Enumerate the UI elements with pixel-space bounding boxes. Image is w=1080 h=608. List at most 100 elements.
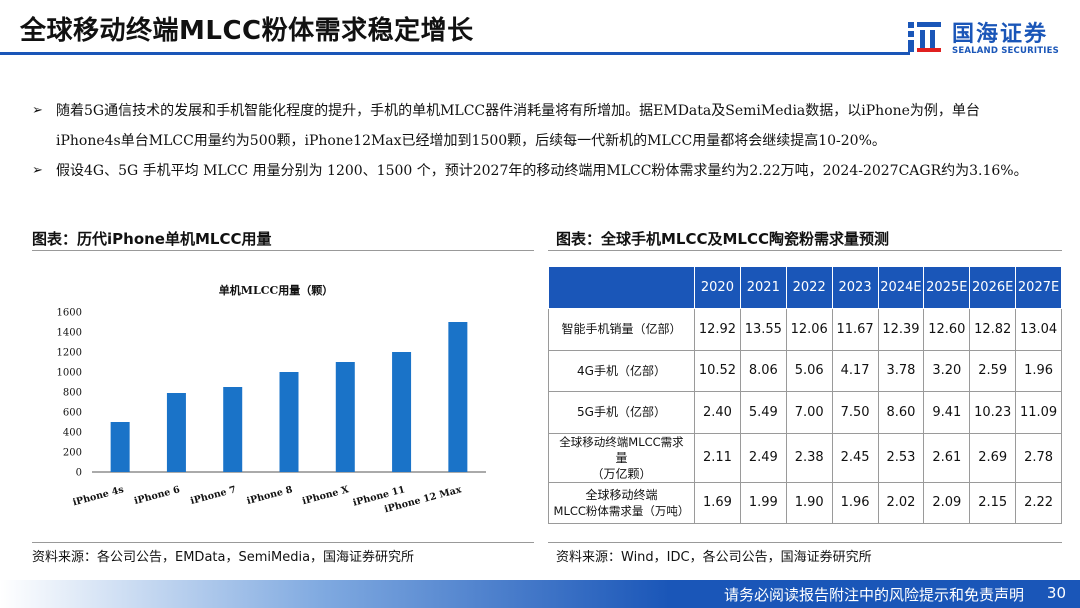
y-tick-label: 600 — [63, 408, 82, 419]
table-row: 5G手机（亿部） 2.40 5.49 7.00 7.50 8.60 9.41 1… — [548, 391, 1062, 434]
forecast-table: 2020 2021 2022 2023 2024E 2025E 2026E 20… — [548, 266, 1062, 524]
table-cell: 2.15 — [969, 481, 1017, 524]
table-cell: 5.06 — [785, 349, 833, 392]
row-label-cell: 全球移动终端MLCC需求 量 （万亿颗） — [548, 432, 695, 483]
table-header-cell: 2023 — [831, 266, 879, 309]
bar — [335, 362, 355, 472]
table-cell: 12.82 — [969, 308, 1017, 351]
page-number: 30 — [1046, 584, 1066, 602]
left-source-note: 资料来源：各公司公告，EMData，SemiMedia，国海证券研究所 — [32, 550, 415, 565]
x-tick-label: iPhone 7 — [189, 484, 237, 507]
table-header-cell: 2021 — [739, 266, 787, 309]
table-cell: 13.55 — [739, 308, 787, 351]
table-cell: 10.23 — [969, 391, 1017, 434]
table-cell: 2.61 — [923, 432, 971, 483]
table-cell: 12.92 — [694, 308, 741, 351]
table-cell: 3.78 — [877, 349, 925, 392]
y-tick-label: 1600 — [57, 308, 82, 319]
row-label-line: 全球移动终端 — [585, 487, 658, 502]
table-cell: 12.60 — [923, 308, 971, 351]
table-cell: 2.38 — [785, 432, 833, 483]
logo-english-name: SEALAND SECURITIES — [952, 46, 1059, 56]
arrow-right-icon: ➢ — [32, 163, 43, 178]
table-cell: 13.04 — [1015, 308, 1062, 351]
y-tick-label: 200 — [63, 448, 82, 459]
bullet-list: ➢ 随着5G通信技术的发展和手机智能化程度的提升，手机的单机MLCC器件消耗量将… — [32, 96, 1062, 186]
table-row: 全球移动终端 MLCC粉体需求量（万吨） 1.69 1.99 1.90 1.96… — [548, 481, 1062, 524]
table-cell: 11.09 — [1015, 391, 1062, 434]
table-cell: 4.17 — [831, 349, 879, 392]
table-cell: 2.02 — [877, 481, 925, 524]
table-cell: 2.11 — [694, 432, 741, 483]
table-cell: 1.96 — [831, 481, 879, 524]
bar-chart-svg: 单机MLCC用量（颗） 0 200 400 600 800 1000 1200 1400 160… — [57, 283, 486, 515]
logo-chinese-name: 国海证券 — [952, 22, 1049, 47]
row-label-line: 5G手机（亿部） — [577, 405, 666, 420]
bullet-text-line: 假设4G、5G 手机平均 MLCC 用量分别为 1200、1500 个，预计20… — [56, 163, 1028, 179]
row-label-cell: 5G手机（亿部） — [548, 391, 695, 434]
y-tick-label: 400 — [63, 428, 82, 439]
footer-bar: 请务必阅读报告附注中的风险提示和免责声明 30 — [0, 580, 1080, 608]
company-logo: 国海证券 SEALAND SECURITIES — [906, 14, 1066, 64]
y-tick-label: 1200 — [57, 348, 82, 359]
y-tick-label: 0 — [76, 468, 82, 479]
table-row: 全球移动终端MLCC需求 量 （万亿颗） 2.11 2.49 2.38 2.45… — [548, 432, 1062, 483]
x-tick-label: iPhone 4s — [72, 484, 125, 508]
table-cell: 9.41 — [923, 391, 971, 434]
table-cell: 11.67 — [831, 308, 879, 351]
row-label-line: MLCC粉体需求量（万吨） — [553, 503, 690, 518]
table-cell: 7.00 — [785, 391, 833, 434]
table-cell: 1.69 — [694, 481, 741, 524]
table-header-cell: 2027E — [1015, 266, 1062, 309]
bar — [279, 372, 299, 472]
row-label-cell: 全球移动终端 MLCC粉体需求量（万吨） — [548, 481, 695, 524]
table-cell: 8.60 — [877, 391, 925, 434]
table-cell: 1.99 — [739, 481, 787, 524]
table-cell: 2.40 — [694, 391, 741, 434]
table-cell: 1.96 — [1015, 349, 1062, 392]
bar — [110, 422, 130, 472]
right-panel-divider — [548, 250, 1062, 251]
y-tick-label: 1400 — [57, 328, 82, 339]
left-panel-divider — [32, 250, 534, 251]
x-tick-label: iPhone 8 — [246, 484, 294, 507]
table-cell: 8.06 — [739, 349, 787, 392]
right-source-divider — [548, 542, 1062, 543]
table-header-cell: 2024E — [877, 266, 925, 309]
table-cell: 2.09 — [923, 481, 971, 524]
table-cell: 2.53 — [877, 432, 925, 483]
row-label-line: 量 — [615, 450, 628, 465]
bullet-text-line: iPhone4s单台MLCC用量约为500颗，iPhone12Max已经增加到1… — [56, 133, 886, 149]
table-cell: 12.39 — [877, 308, 925, 351]
row-label-line: 智能手机销量（亿部） — [561, 322, 682, 337]
x-tick-label: iPhone 6 — [133, 484, 181, 507]
table-cell: 7.50 — [831, 391, 879, 434]
table-row: 4G手机（亿部） 10.52 8.06 5.06 4.17 3.78 3.20 … — [548, 349, 1062, 392]
disclaimer-text: 请务必阅读报告附注中的风险提示和免责声明 — [723, 586, 1024, 604]
table-cell: 5.49 — [739, 391, 787, 434]
sealand-logo-icon — [908, 22, 941, 52]
y-tick-label: 800 — [63, 388, 82, 399]
table-cell: 2.45 — [831, 432, 879, 483]
table-cell: 1.90 — [785, 481, 833, 524]
left-source-divider — [32, 542, 534, 543]
table-cell: 12.06 — [785, 308, 833, 351]
table-cell: 2.78 — [1015, 432, 1062, 483]
table-row: 智能手机销量（亿部） 12.92 13.55 12.06 11.67 12.39… — [548, 308, 1062, 351]
bar — [223, 387, 243, 472]
arrow-right-icon: ➢ — [32, 103, 43, 118]
y-tick-label: 1000 — [57, 368, 82, 379]
chart-title: 单机MLCC用量（颗） — [219, 283, 333, 297]
table-cell: 10.52 — [694, 349, 741, 392]
table-header-row: 2020 2021 2022 2023 2024E 2025E 2026E 20… — [548, 266, 1062, 309]
right-source-note: 资料来源：Wind，IDC，各公司公告，国海证券研究所 — [556, 550, 872, 565]
bullet-item: ➢ 假设4G、5G 手机平均 MLCC 用量分别为 1200、1500 个，预计… — [32, 156, 1062, 186]
left-panel-title: 图表：历代iPhone单机MLCC用量 — [32, 230, 272, 248]
right-panel-title: 图表：全球手机MLCC及MLCC陶瓷粉需求量预测 — [556, 230, 890, 248]
bullet-text-line: 随着5G通信技术的发展和手机智能化程度的提升，手机的单机MLCC器件消耗量将有所… — [56, 103, 980, 119]
x-tick-label: iPhone X — [301, 484, 350, 507]
table-header-cell: 2025E — [923, 266, 971, 309]
table-cell: 2.59 — [969, 349, 1017, 392]
table-cell: 2.22 — [1015, 481, 1062, 524]
mlcc-usage-chart: 单机MLCC用量（颗） 0 200 400 600 800 1000 1200 1400 160… — [56, 272, 496, 532]
